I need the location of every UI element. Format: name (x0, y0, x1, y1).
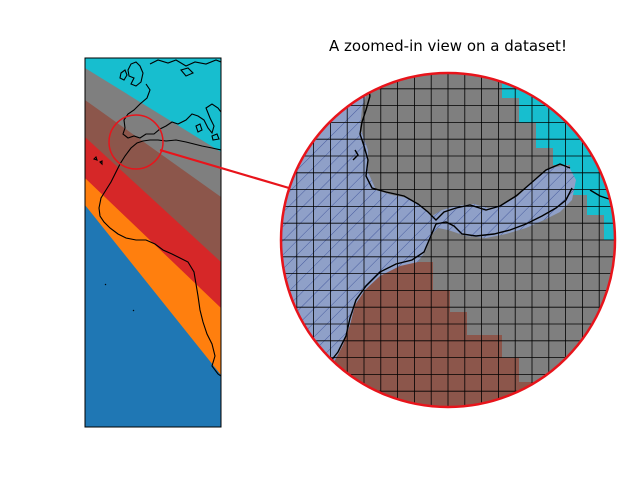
coast-ireland (119, 69, 128, 81)
map-bands (85, 58, 221, 427)
band-cyan (85, 58, 221, 152)
zoom-panel (279, 71, 617, 409)
map-panel (84, 57, 222, 428)
zoom-highlight-circle (108, 114, 164, 170)
map-frame (84, 57, 222, 428)
zoom-coast-iberia (359, 95, 571, 221)
zoom-border-circle (279, 71, 617, 409)
coast-island-sardinia (195, 123, 203, 133)
coast-island (180, 67, 194, 77)
coast-africa (98, 139, 221, 377)
coastlines (92, 59, 221, 377)
coast-dot-2 (132, 309, 135, 312)
coast-britain (127, 61, 144, 87)
zoom-coast-africa-north (435, 187, 573, 237)
zoom-coast-east (589, 189, 613, 201)
coast-canary-2 (99, 160, 103, 166)
zoom-coast-africa-west (329, 223, 437, 363)
coast-canary-1 (92, 155, 98, 161)
zoom-connector-line (159, 148, 290, 190)
coast-north (149, 59, 221, 67)
coast-island-sicily (211, 133, 220, 141)
coast-europe (122, 83, 221, 139)
figure-title: A zoomed-in view on a dataset! (329, 37, 567, 55)
zoom-coast-bay (352, 149, 359, 161)
coast-dot-1 (104, 283, 107, 286)
